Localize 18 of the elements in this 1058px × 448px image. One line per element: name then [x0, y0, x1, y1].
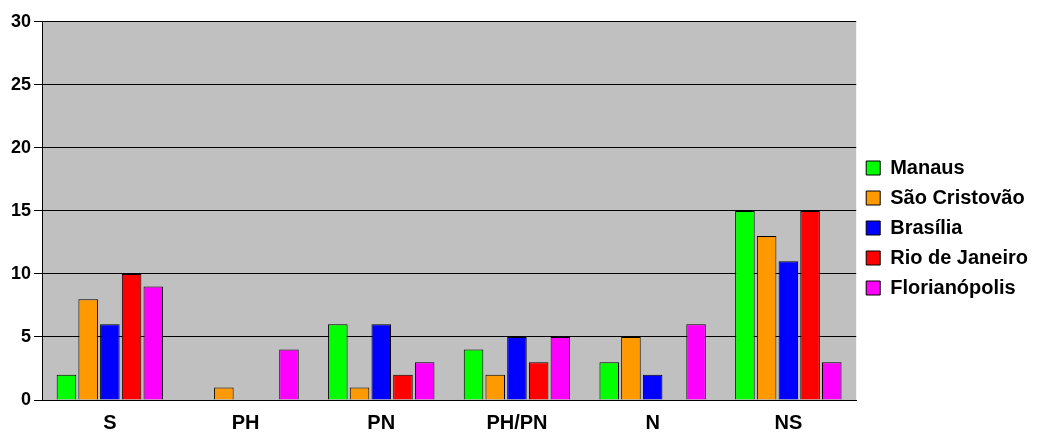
x-tick-label: PN: [367, 410, 396, 433]
legend-label: Rio de Janeiro: [890, 245, 1028, 268]
y-tick-label: 0: [21, 388, 32, 409]
legend-label: Manaus: [890, 155, 965, 178]
x-tick-label: PH: [231, 410, 260, 433]
x-tick-label: N: [645, 410, 660, 433]
y-tick-label: 30: [10, 10, 32, 31]
x-tick-label: PH/PN: [486, 410, 548, 433]
y-tick-label: 5: [21, 325, 32, 346]
legend-label: Florianópolis: [890, 275, 1016, 298]
y-tick-label: 10: [10, 262, 32, 283]
legend-label: São Cristovão: [890, 185, 1025, 208]
y-tick-label: 20: [10, 136, 32, 157]
x-tick-label: NS: [774, 410, 803, 433]
y-tick-label: 25: [10, 73, 32, 94]
x-tick-label: S: [103, 410, 117, 433]
y-tick-label: 15: [10, 199, 32, 220]
legend-label: Brasília: [890, 215, 964, 238]
